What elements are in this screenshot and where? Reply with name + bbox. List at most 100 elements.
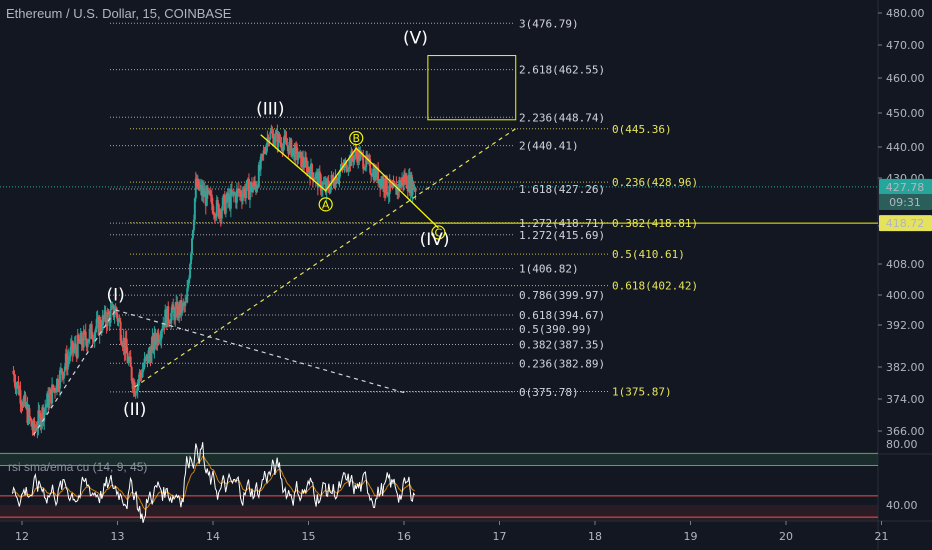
candle-body-258 (268, 138, 271, 143)
rsi-tick-label-1: 40.00 (886, 499, 918, 512)
candle-body-204 (214, 216, 217, 218)
candle-body-287 (297, 158, 300, 160)
candle-body-117 (128, 356, 131, 360)
candle-body-137 (148, 350, 151, 354)
candle-body-255 (265, 144, 268, 153)
candle-body-284 (294, 145, 297, 161)
fib-yellow-label-0: 0(445.36) (612, 123, 672, 136)
candle-body-377 (385, 175, 388, 194)
candle-body-4 (16, 381, 19, 385)
candle-body-214 (224, 201, 227, 214)
candle-body-61 (72, 349, 75, 353)
candle-body-95 (106, 312, 109, 326)
candle-body-207 (217, 204, 220, 218)
candle-body-271 (281, 148, 284, 152)
candle-body-264 (274, 133, 277, 142)
candle-body-121 (132, 382, 135, 389)
candle-body-27 (39, 413, 42, 428)
candle-body-101 (112, 304, 115, 318)
candle-body-221 (231, 191, 234, 195)
candle-body-173 (184, 301, 187, 307)
fib-white-label-9: 0.618(394.67) (519, 309, 605, 322)
candle-body-181 (191, 230, 194, 239)
candle-body-212 (222, 194, 225, 198)
candle-body-172 (183, 303, 186, 307)
candle-body-249 (259, 156, 262, 170)
candle-body-200 (210, 194, 213, 205)
candle-body-83 (94, 328, 97, 333)
candle-body-310 (319, 174, 322, 191)
candle-body-96 (107, 312, 110, 315)
candle-body-295 (305, 157, 308, 162)
candle-body-2 (14, 382, 17, 389)
candle-body-21 (33, 420, 36, 430)
candle-body-90 (101, 315, 104, 331)
candle-body-175 (186, 288, 189, 303)
candle-body-149 (160, 331, 163, 340)
rsi-tick-label-0: 80.00 (886, 438, 918, 451)
candle-body-1 (13, 374, 16, 383)
candle-body-230 (240, 196, 243, 201)
candle-body-182 (192, 219, 195, 231)
candle-body-251 (261, 154, 264, 156)
price-tick-label-8: 400.00 (886, 289, 925, 302)
candle-body-155 (166, 306, 169, 328)
candle-body-317 (326, 179, 329, 182)
fib-white-label-6: 1.272(415.69) (519, 229, 605, 242)
candles (12, 124, 417, 439)
candle-body-198 (208, 190, 211, 195)
candle-body-5 (17, 381, 20, 394)
candle-body-130 (141, 370, 144, 378)
candle-body-113 (124, 338, 127, 354)
candle-body-308 (317, 171, 320, 188)
candle-body-276 (286, 144, 289, 147)
candle-body-223 (233, 194, 236, 196)
candle-body-104 (115, 307, 118, 315)
candle-body-116 (127, 359, 130, 363)
candle-body-156 (167, 306, 170, 322)
candle-body-270 (280, 142, 283, 149)
abc-label-0: A (322, 198, 330, 211)
candle-body-247 (257, 164, 260, 187)
candle-body-98 (109, 309, 112, 323)
candle-body-337 (346, 170, 349, 172)
candle-body-292 (302, 156, 305, 165)
candle-body-72 (83, 330, 86, 332)
candle-body-176 (187, 283, 190, 289)
candle-body-77 (88, 328, 91, 340)
fib-white-label-11: 0.382(387.35) (519, 339, 605, 352)
time-tick-label-4: 16 (397, 530, 411, 543)
candle-body-73 (84, 331, 87, 341)
candle-body-108 (119, 321, 122, 341)
candle-body-321 (330, 175, 333, 184)
time-tick-label-0: 12 (15, 530, 29, 543)
candle-body-305 (314, 173, 317, 180)
candle-body-224 (234, 194, 237, 203)
candle-body-15 (27, 408, 30, 424)
candle-body-163 (174, 306, 177, 321)
candle-body-229 (239, 191, 242, 197)
candle-body-28 (40, 420, 43, 428)
candle-body-272 (282, 143, 285, 152)
candle-body-203 (213, 213, 216, 218)
candle-body-309 (318, 171, 321, 175)
price-badge-label-0: 427.78 (886, 181, 925, 194)
candle-body-329 (338, 171, 341, 179)
candle-body-136 (147, 350, 150, 364)
candle-body-179 (190, 253, 193, 265)
candle-body-165 (176, 301, 179, 318)
fib-white-label-2: 2.236(448.74) (519, 111, 605, 124)
fib-white-label-13: 0(375.78) (519, 386, 579, 399)
candle-body-241 (251, 187, 254, 193)
candle-body-359 (368, 158, 371, 160)
candle-body-84 (95, 319, 98, 329)
candle-body-52 (63, 366, 66, 372)
candle-body-398 (405, 175, 408, 189)
price-badge-2 (879, 215, 932, 232)
candle-body-253 (263, 150, 266, 153)
candle-body-99 (110, 306, 113, 310)
candle-body-277 (287, 146, 290, 154)
candle-body-288 (298, 151, 301, 159)
fib-white-label-1: 2.618(462.55) (519, 64, 605, 77)
